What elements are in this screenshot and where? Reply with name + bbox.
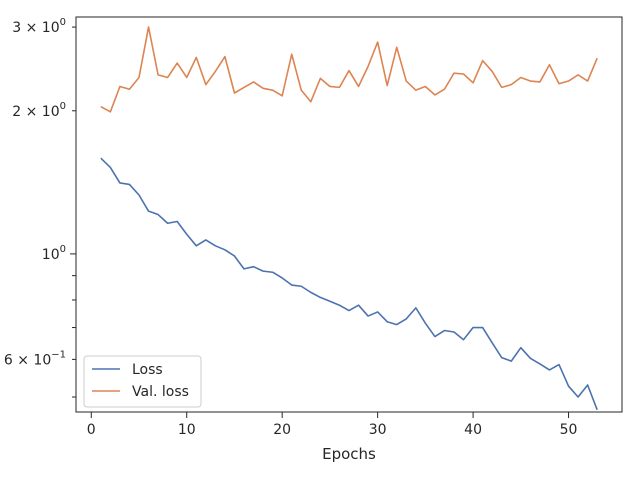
y-minor-tick-label: 2 × 100 <box>12 101 66 120</box>
series-line-loss <box>100 157 598 411</box>
plot-frame <box>75 16 623 413</box>
x-axis-label: Epochs <box>322 445 376 463</box>
y-minor-tick-label: 3 × 100 <box>12 17 66 36</box>
x-axis: 0 10 20 30 40 50 <box>87 412 578 438</box>
x-tick-label: 30 <box>369 422 387 438</box>
series-layer <box>100 26 598 411</box>
legend-label-loss: Loss <box>132 362 163 378</box>
legend-label-val-loss: Val. loss <box>132 384 189 400</box>
x-tick-label: 50 <box>560 422 578 438</box>
x-tick-label: 40 <box>464 422 482 438</box>
y-axis: 100 6 × 10−1 2 × 100 3 × 100 <box>4 17 76 398</box>
series-line-val-loss <box>100 26 598 113</box>
y-tick-label: 100 <box>42 244 66 263</box>
y-minor-tick-label: 6 × 10−1 <box>4 349 66 368</box>
legend: Loss Val. loss <box>83 355 202 408</box>
x-tick-label: 0 <box>87 422 96 438</box>
x-tick-label: 20 <box>273 422 291 438</box>
x-tick-label: 10 <box>178 422 196 438</box>
